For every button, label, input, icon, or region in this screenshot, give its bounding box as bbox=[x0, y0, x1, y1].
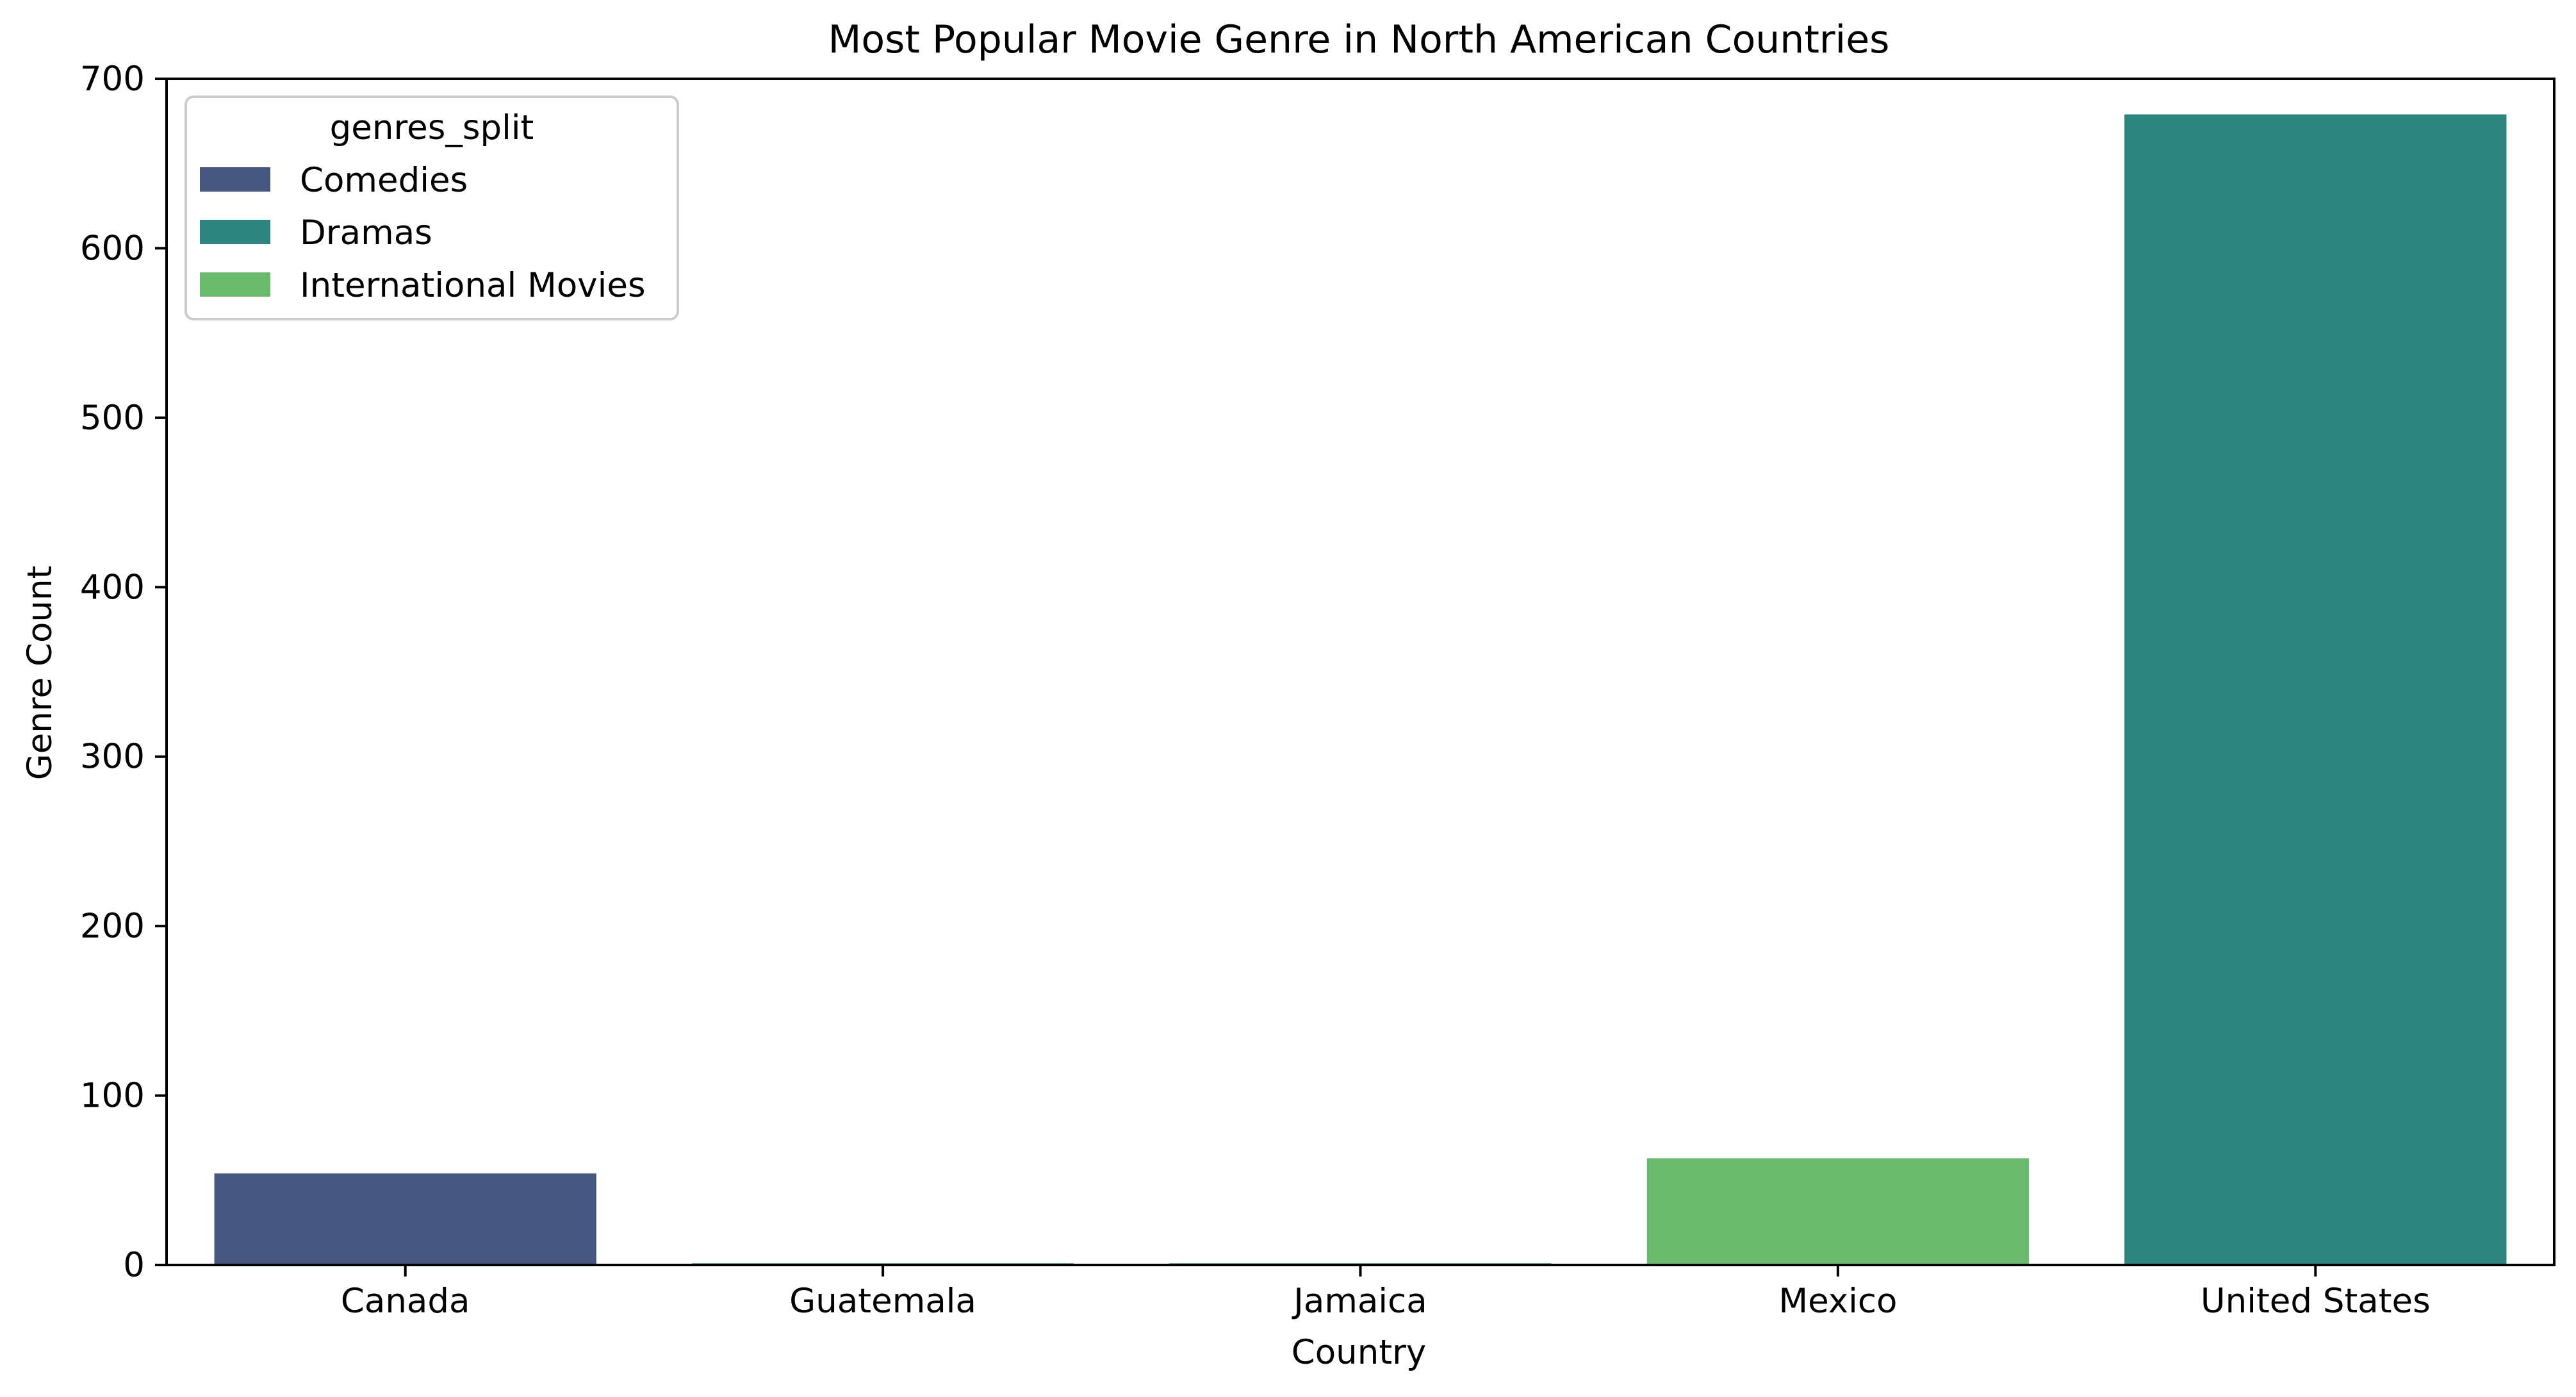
bar-united-states bbox=[2124, 114, 2507, 1265]
x-tick-label: Canada bbox=[341, 1282, 470, 1321]
x-axis-title: Country bbox=[1292, 1333, 1427, 1372]
x-tick-label: Guatemala bbox=[789, 1282, 976, 1321]
y-tick-label: 300 bbox=[80, 738, 145, 777]
legend-swatch-international-movies bbox=[200, 272, 270, 297]
y-axis: 0 100 200 300 400 500 600 700 bbox=[80, 60, 167, 1285]
x-tick-label: Mexico bbox=[1778, 1282, 1897, 1321]
x-axis: Canada Guatemala Jamaica Mexico United State… bbox=[341, 1265, 2431, 1321]
legend-title: genres_split bbox=[330, 108, 534, 147]
y-tick-label: 700 bbox=[80, 60, 145, 99]
x-tick-label: Jamaica bbox=[1292, 1282, 1427, 1321]
y-tick-label: 100 bbox=[80, 1077, 145, 1116]
plot-frame bbox=[165, 78, 2555, 1266]
legend-swatch-dramas bbox=[200, 220, 270, 244]
legend-label: Dramas bbox=[300, 213, 432, 252]
y-axis-title: Genre Count bbox=[21, 566, 60, 781]
y-tick-label: 500 bbox=[80, 399, 145, 438]
chart-title: Most Popular Movie Genre in North Americ… bbox=[828, 17, 1890, 62]
bar-mexico bbox=[1646, 1158, 2030, 1265]
y-tick-label: 400 bbox=[80, 568, 145, 607]
plot-layer bbox=[214, 114, 2507, 1265]
x-tick-label: United States bbox=[2201, 1282, 2431, 1321]
y-tick-label: 600 bbox=[80, 229, 145, 268]
y-tick-label: 0 bbox=[123, 1246, 145, 1285]
legend: genres_split Comedies Dramas International … bbox=[185, 95, 679, 320]
bar-canada bbox=[214, 1173, 596, 1265]
legend-box bbox=[185, 95, 679, 320]
y-tick-label: 200 bbox=[80, 907, 145, 946]
legend-label: International Movies bbox=[300, 266, 646, 305]
legend-swatch-comedies bbox=[200, 167, 270, 192]
legend-label: Comedies bbox=[300, 161, 468, 200]
